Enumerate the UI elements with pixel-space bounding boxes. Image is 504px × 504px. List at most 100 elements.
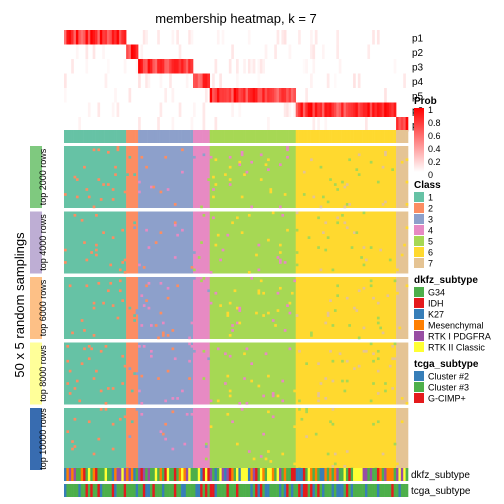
bottom-annotation-cell xyxy=(114,468,117,481)
class-strip-cell xyxy=(279,130,282,143)
bottom-annotation-cell xyxy=(250,484,254,497)
class-strip-cell xyxy=(295,130,299,143)
sampling-noise-cell xyxy=(403,243,406,247)
sampling-noise-cell xyxy=(142,344,146,348)
bottom-annotation-cell xyxy=(333,484,337,497)
sampling-class-block xyxy=(396,146,409,208)
sampling-noise-cell xyxy=(154,324,158,327)
membership-cell xyxy=(178,44,182,59)
bottom-annotation-cell xyxy=(264,484,268,497)
membership-cell xyxy=(345,102,349,117)
sampling-noise-cell xyxy=(87,344,91,348)
bottom-annotation-cell xyxy=(274,468,277,481)
class-strip-cell xyxy=(353,130,356,143)
sampling-noise-cell xyxy=(159,281,163,285)
sampling-noise-cell xyxy=(317,362,320,366)
class-strip-cell xyxy=(369,130,373,143)
sampling-noise-cell xyxy=(104,402,108,405)
class-strip-cell xyxy=(236,130,239,143)
sampling-noise-cell xyxy=(293,425,297,429)
sampling-noise-cell xyxy=(267,450,270,453)
sampling-noise-cell xyxy=(121,261,125,264)
bottom-annotation-cell xyxy=(171,468,175,481)
bottom-annotation-cell xyxy=(159,468,163,481)
sampling-noise-cell xyxy=(97,178,101,181)
bottom-annotation-cell xyxy=(376,484,380,497)
sampling-noise-cell xyxy=(333,462,337,466)
membership-cell xyxy=(171,117,175,132)
sampling-noise-cell xyxy=(133,173,136,176)
sampling-class-block xyxy=(64,211,127,274)
sampling-noise-cell xyxy=(85,188,89,191)
sampling-noise-cell xyxy=(159,430,163,433)
membership-cell xyxy=(312,44,316,59)
bottom-annotation-cell xyxy=(310,484,313,497)
class-strip-cell xyxy=(68,130,72,143)
bottom-annotation-cell xyxy=(145,468,148,481)
sampling-noise-cell xyxy=(204,445,208,448)
sampling-noise-cell xyxy=(379,326,383,330)
sampling-noise-cell xyxy=(97,437,101,441)
membership-cell xyxy=(262,88,265,103)
sampling-noise-cell xyxy=(345,226,349,230)
membership-cell xyxy=(75,44,79,59)
sampling-noise-cell xyxy=(257,243,261,247)
sampling-noise-cell xyxy=(212,216,215,220)
bottom-annotation-cell xyxy=(331,484,335,497)
sampling-noise-cell xyxy=(97,148,101,152)
sampling-noise-cell xyxy=(214,158,218,162)
sampling-noise-cell xyxy=(281,452,285,456)
sampling-noise-cell xyxy=(212,175,215,179)
sampling-noise-cell xyxy=(372,359,375,363)
class-strip-cell xyxy=(150,130,153,143)
bottom-annotation-cell xyxy=(111,484,115,497)
bottom-annotation-cell xyxy=(216,484,220,497)
bottom-annotation-cell xyxy=(372,484,375,497)
sampling-noise-cell xyxy=(193,155,196,159)
sampling-noise-cell xyxy=(329,349,332,353)
membership-cell xyxy=(154,59,158,74)
class-strip-cell xyxy=(396,130,399,143)
bottom-annotation-cell xyxy=(288,468,292,481)
chart-title: membership heatmap, k = 7 xyxy=(155,11,317,26)
membership-cell xyxy=(353,102,356,117)
bottom-annotation-cell xyxy=(133,484,136,497)
prob-tick-label: 1 xyxy=(428,105,433,115)
sampling-noise-cell xyxy=(279,205,282,209)
class-strip-cell xyxy=(195,130,199,143)
membership-cell xyxy=(348,102,351,117)
class-strip-cell xyxy=(159,130,163,143)
bottom-annotation-cell xyxy=(355,468,359,481)
sampling-noise-cell xyxy=(362,286,366,290)
sampling-noise-cell xyxy=(109,263,113,267)
membership-cell xyxy=(104,30,108,45)
sampling-noise-cell xyxy=(326,311,330,315)
bottom-annotation-cell xyxy=(312,468,316,481)
row-group-bar xyxy=(30,342,42,405)
membership-cell xyxy=(99,30,103,45)
sampling-noise-cell xyxy=(159,231,163,235)
sampling-noise-cell xyxy=(355,168,359,171)
legend-swatch xyxy=(414,298,424,308)
bottom-annotation-cell xyxy=(193,484,196,497)
class-strip-cell xyxy=(128,130,132,143)
membership-row-label: p5 xyxy=(412,91,424,102)
membership-cell xyxy=(312,102,316,117)
sampling-noise-cell xyxy=(396,291,399,295)
legend-label: 2 xyxy=(428,204,433,214)
bottom-annotation-cell xyxy=(118,468,122,481)
sampling-noise-cell xyxy=(257,291,261,295)
membership-cell xyxy=(166,59,170,74)
bottom-annotation-cell xyxy=(97,484,101,497)
membership-cell xyxy=(212,73,215,88)
sampling-noise-cell xyxy=(157,377,160,380)
class-strip-cell xyxy=(357,130,361,143)
sampling-noise-cell xyxy=(111,447,115,451)
membership-cell xyxy=(107,30,110,45)
sampling-noise-cell xyxy=(111,304,115,307)
membership-cell xyxy=(283,88,287,103)
class-strip-cell xyxy=(161,130,165,143)
membership-cell xyxy=(83,30,86,45)
sampling-noise-cell xyxy=(243,377,246,380)
membership-cell xyxy=(240,88,244,103)
